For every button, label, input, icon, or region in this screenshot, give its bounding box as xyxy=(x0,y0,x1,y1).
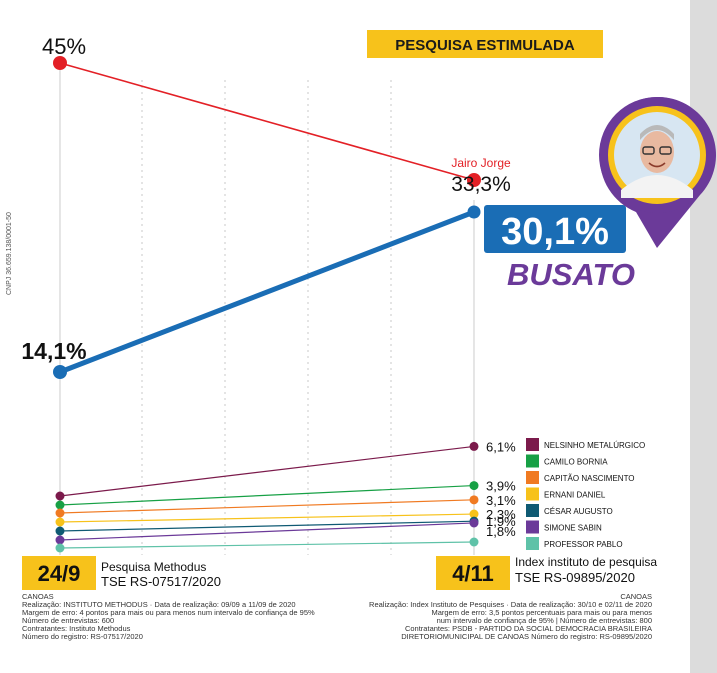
series-line-jairo xyxy=(59,62,475,181)
series-line-8 xyxy=(59,541,475,549)
title-badge-label: PESQUISA ESTIMULADA xyxy=(395,37,575,54)
series-line-4 xyxy=(59,499,475,514)
series-name-jairo: Jairo Jorge xyxy=(451,156,511,170)
poll-2-name: Index instituto de pesquisa xyxy=(515,555,657,569)
data-label-series-4: 3,1% xyxy=(486,493,516,508)
poll-1-registration: TSE RS-07517/2020 xyxy=(101,574,221,589)
x-tick-label-24-9: 24/9 xyxy=(38,561,81,586)
poll-1-name: Pesquisa Methodus xyxy=(101,560,206,574)
busato-value-box xyxy=(484,205,626,253)
data-label-series-2: 6,1% xyxy=(486,439,516,454)
data-label-busato-24-9: 14,1% xyxy=(21,338,86,364)
series-line-2 xyxy=(59,445,475,497)
legend-swatch xyxy=(526,537,539,550)
data-label-jairo-24-9: 45% xyxy=(42,34,86,59)
series-line-3 xyxy=(59,484,475,506)
footnote-line: CANOAS xyxy=(620,592,652,601)
footnote-line: Realização: Index Instituto de Pesquises… xyxy=(369,600,652,609)
legend-swatch xyxy=(526,438,539,451)
legend-label: NELSINHO METALÚRGICO xyxy=(544,441,645,450)
footnote-line: Margem de erro: 4 pontos para mais ou pa… xyxy=(22,608,315,617)
busato-name-label: BUSATO xyxy=(507,257,635,292)
point-busato-24-9 xyxy=(53,365,67,379)
minor-series-points: 6,1% 3,9%3,1%2,3%1,9%1,8% xyxy=(55,439,516,553)
footnote-line: Contratantes: PSDB - PARTIDO DA SOCIAL D… xyxy=(405,624,652,633)
point-jairo-24-9 xyxy=(53,56,67,70)
date-badge-1 xyxy=(22,556,96,590)
footnote-line: CANOAS xyxy=(22,592,54,601)
footnote-line: DIRETORIOMUNICIPAL DE CANOAS Número do r… xyxy=(401,632,652,641)
point-series-8-4-11 xyxy=(469,537,479,547)
legend-swatch xyxy=(526,454,539,468)
avatar-smile xyxy=(648,162,666,168)
legend: NELSINHO METALÚRGICO CAMILO BORNIA CAPITÃO… xyxy=(526,438,645,550)
avatar-face xyxy=(640,131,674,173)
footnote-line: Número do registro: RS-07517/2020 xyxy=(22,632,143,641)
legend-swatch xyxy=(526,520,539,534)
point-series-8-24-9 xyxy=(55,543,65,553)
series-line-5 xyxy=(59,513,475,523)
poll-1-footnote: CANOAS Realização: INSTITUTO METHODUS · … xyxy=(22,592,315,641)
point-series-7-24-9 xyxy=(55,535,65,545)
point-series-3-24-9 xyxy=(55,500,65,510)
footnote-line: Realização: INSTITUTO METHODUS · Data de… xyxy=(22,600,296,609)
glasses-icon xyxy=(642,146,655,155)
data-label-series-6: 1,9% xyxy=(486,514,516,529)
legend-label: CAPITÃO NASCIMENTO xyxy=(544,474,635,483)
footnote-line: Margem de erro: 3,5 pontos percentuais p… xyxy=(431,608,652,617)
data-label-series-3: 3,9% xyxy=(486,479,516,494)
legend-label: CÉSAR AUGUSTO xyxy=(544,507,613,516)
avatar-hair xyxy=(640,125,674,140)
point-series-5-24-9 xyxy=(55,517,65,527)
title-badge xyxy=(367,30,603,58)
paper-edge xyxy=(690,0,717,673)
point-busato-4-11 xyxy=(467,205,481,219)
minor-series-lines xyxy=(59,445,475,549)
date-badge-2 xyxy=(436,556,510,590)
legend-swatch xyxy=(526,504,539,517)
legend-label: CAMILO BORNIA xyxy=(544,458,608,467)
point-series-6-24-9 xyxy=(55,526,65,536)
point-series-3-4-11 xyxy=(469,481,479,491)
point-series-2-4-11 xyxy=(469,441,479,451)
point-series-5-4-11 xyxy=(469,509,479,519)
x-tick-label-4-11: 4/11 xyxy=(452,561,494,586)
busato-value-label: 30,1% xyxy=(501,211,609,253)
series-line-busato xyxy=(59,209,475,375)
point-series-7-4-11 xyxy=(469,518,479,528)
data-label-jairo-4-11: 33,3% xyxy=(451,173,511,196)
data-label-series-5: 2,3% xyxy=(486,507,516,522)
paper xyxy=(0,0,690,673)
legend-label: ERNANI DANIEL xyxy=(544,491,606,500)
data-label-series-7: 1,8% xyxy=(486,524,516,539)
poll-2-registration: TSE RS-09895/2020 xyxy=(515,570,635,585)
footnote-line: Contratantes: Instituto Methodus xyxy=(22,624,131,633)
grid-lines xyxy=(141,80,392,555)
point-series-2-24-9 xyxy=(55,491,65,501)
legend-label: PROFESSOR PABLO xyxy=(544,540,623,549)
avatar-pin xyxy=(599,97,717,248)
poll-2-footnote: CANOAS Realização: Index Instituto de Pe… xyxy=(369,592,652,641)
avatar-shirt xyxy=(621,175,693,198)
footnote-line: Número de entrevistas: 600 xyxy=(22,616,114,625)
footnote-line: num intervalo de confiança de 95% | Núme… xyxy=(437,616,652,625)
side-cnpj-text: CNPJ 36.659.138/0001-50 xyxy=(6,212,13,295)
point-series-4-24-9 xyxy=(55,508,65,518)
point-series-4-4-11 xyxy=(469,495,479,505)
series-line-6 xyxy=(59,520,475,532)
series-line-7 xyxy=(59,522,475,541)
legend-label: SIMONE SABIN xyxy=(544,524,602,533)
legend-swatch xyxy=(526,487,539,501)
point-jairo-4-11 xyxy=(467,173,481,187)
glasses-icon xyxy=(659,146,672,155)
legend-swatch xyxy=(526,471,539,484)
